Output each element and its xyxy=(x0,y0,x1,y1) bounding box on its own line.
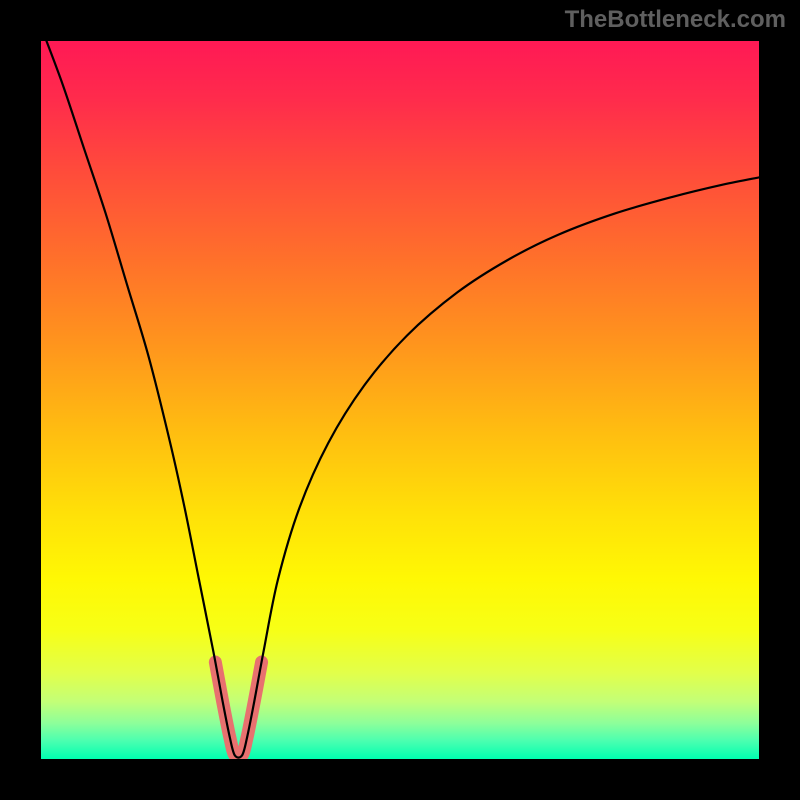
bottleneck-chart xyxy=(0,0,800,800)
plot-background xyxy=(41,41,759,759)
watermark-text: TheBottleneck.com xyxy=(565,6,786,34)
